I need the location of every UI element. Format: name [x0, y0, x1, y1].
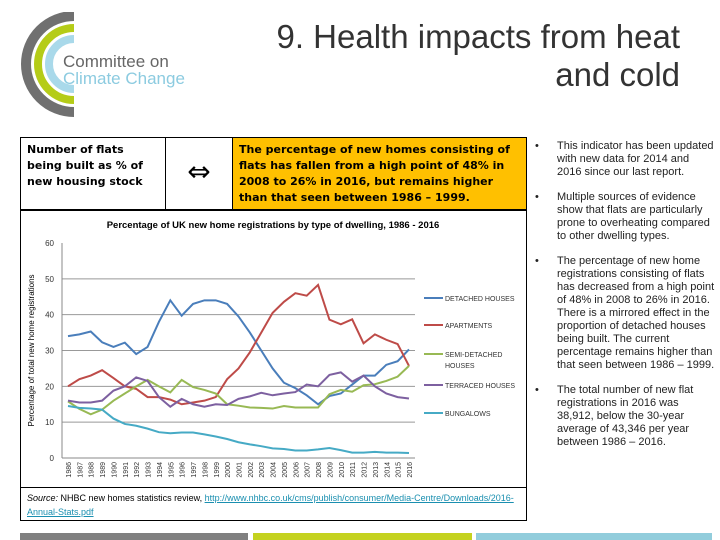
- indicator-name: Number of flats being built as % of new …: [20, 137, 166, 210]
- series-line-3: [67, 371, 410, 409]
- source-label: Source:: [27, 493, 59, 503]
- bullet-item: The percentage of new home registrations…: [535, 255, 715, 372]
- y-tick-label: 30: [45, 347, 54, 356]
- bullet-list: This indicator has been updated with new…: [535, 140, 715, 461]
- x-tick-label: 2004: [271, 462, 278, 478]
- logo: Committee on Climate Change: [20, 12, 190, 117]
- x-tick-label: 2002: [248, 462, 255, 478]
- logo-arcs: [21, 12, 75, 117]
- x-tick-label: 1988: [89, 462, 96, 478]
- x-tick-label: 2008: [316, 462, 323, 478]
- x-tick-label: 1996: [180, 462, 187, 478]
- y-tick-label: 50: [45, 275, 54, 284]
- bullet-item: The total number of new flat registratio…: [535, 384, 715, 449]
- x-tick-label: 1994: [157, 462, 164, 478]
- x-tick-label: 2011: [350, 462, 357, 477]
- x-tick-label: 2007: [305, 462, 312, 478]
- logo-line2: Climate Change: [63, 69, 185, 88]
- legend-label: HOUSES: [445, 363, 475, 370]
- x-tick-label: 1995: [168, 462, 175, 478]
- x-tick-label: 2009: [327, 462, 334, 478]
- legend-label: BUNGALOWS: [445, 411, 491, 418]
- bullet-item: Multiple sources of evidence show that f…: [535, 191, 715, 243]
- y-tick-label: 0: [50, 454, 55, 463]
- line-chart: Percentage of UK new home registrations …: [27, 220, 515, 478]
- x-tick-label: 2013: [373, 462, 380, 478]
- x-tick-label: 1997: [191, 462, 198, 478]
- source-text: NHBC new homes statistics review,: [58, 493, 205, 503]
- x-tick-label: 1999: [214, 462, 221, 478]
- indicator-summary: The percentage of new homes consisting o…: [232, 137, 527, 210]
- x-tick-label: 2005: [282, 462, 289, 478]
- chart-title: Percentage of UK new home registrations …: [107, 220, 440, 231]
- series-line-0: [67, 298, 410, 406]
- source-link[interactable]: http://www.nhbc.co.uk/cms/publish/consum…: [27, 493, 514, 517]
- series-line-4: [67, 405, 410, 454]
- x-tick-label: 2016: [407, 462, 414, 478]
- logo-line1: Committee on: [63, 52, 169, 71]
- x-tick-label: 1987: [77, 462, 84, 478]
- x-tick-label: 2006: [293, 462, 300, 478]
- x-tick-label: 2012: [362, 462, 369, 478]
- x-tick-label: 2010: [339, 462, 346, 478]
- legend-label: DETACHED HOUSES: [445, 296, 515, 303]
- x-tick-label: 2001: [237, 462, 244, 478]
- y-tick-label: 20: [45, 382, 54, 391]
- x-tick-label: 2003: [259, 462, 266, 478]
- y-tick-label: 40: [45, 311, 54, 320]
- x-tick-label: 1990: [111, 462, 118, 478]
- x-tick-label: 2015: [396, 462, 403, 478]
- footer-bar-gray: [20, 533, 248, 540]
- footer-bar-blue: [476, 533, 712, 540]
- x-tick-label: 1991: [123, 462, 130, 478]
- x-tick-label: 2000: [225, 462, 232, 478]
- legend-label: APARTMENTS: [445, 323, 493, 330]
- y-tick-label: 10: [45, 418, 54, 427]
- footer-bar-green: [253, 533, 472, 540]
- x-tick-label: 2014: [384, 462, 391, 478]
- chart-container: Percentage of UK new home registrations …: [20, 210, 527, 488]
- x-tick-label: 1998: [202, 462, 209, 478]
- x-tick-label: 1992: [134, 462, 141, 478]
- y-tick-label: 60: [45, 239, 54, 248]
- x-tick-label: 1986: [66, 462, 73, 478]
- series-line-2: [67, 365, 410, 416]
- x-tick-label: 1989: [100, 462, 107, 478]
- legend-label: SEMI-DETACHED: [445, 352, 502, 359]
- bullet-item: This indicator has been updated with new…: [535, 140, 715, 179]
- legend-label: TERRACED HOUSES: [445, 383, 515, 390]
- page-title: 9. Health impacts from heat and cold: [276, 18, 680, 93]
- y-axis-label: Percentage of total new home registratio…: [27, 274, 36, 426]
- left-right-arrow-icon: ⇔: [165, 137, 233, 210]
- x-tick-label: 1993: [146, 462, 153, 478]
- source-note: Source: NHBC new homes statistics review…: [20, 487, 527, 521]
